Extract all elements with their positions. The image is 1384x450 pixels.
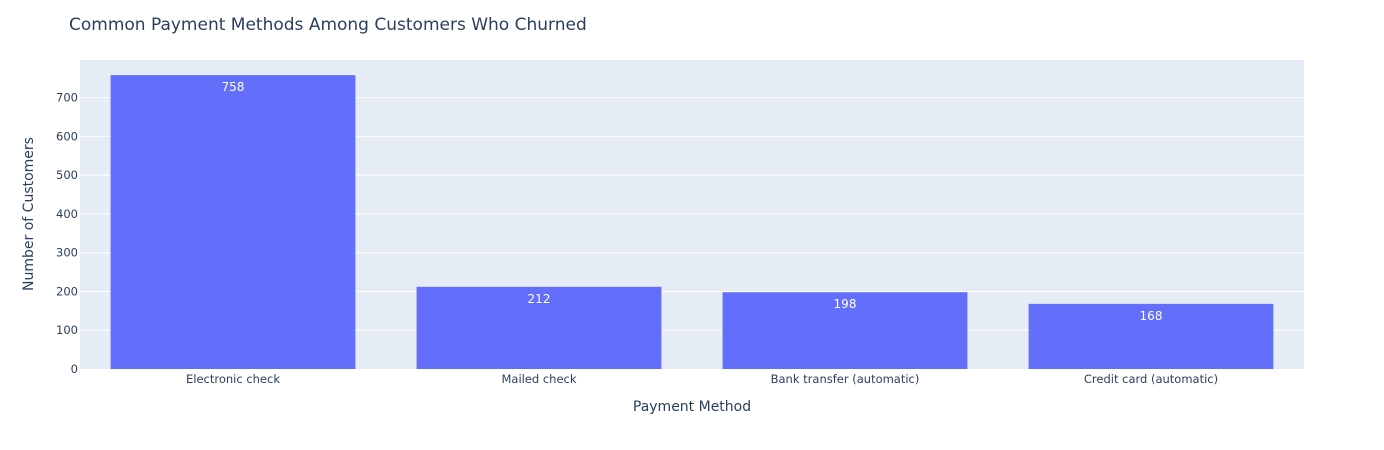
- x-tick-label: Bank transfer (automatic): [771, 372, 920, 386]
- y-tick-label: 400: [56, 207, 78, 221]
- chart-title: Common Payment Methods Among Customers W…: [69, 15, 587, 35]
- x-axis-title: Payment Method: [633, 399, 751, 415]
- bar: [416, 286, 662, 369]
- bar-value-label: 758: [222, 80, 245, 94]
- y-tick-label: 100: [56, 323, 78, 337]
- y-axis-title: Number of Customers: [21, 137, 37, 291]
- bar-value-label: 198: [834, 297, 857, 311]
- y-tick-label: 500: [56, 168, 78, 182]
- y-tick-label: 300: [56, 246, 78, 260]
- y-tick-label: 200: [56, 284, 78, 298]
- bar: [110, 75, 356, 369]
- bar-value-label: 212: [528, 292, 551, 306]
- bar-labels: 758 212 198 168: [222, 80, 1163, 323]
- y-tick-label: 0: [71, 362, 78, 376]
- bar-value-label: 168: [1140, 309, 1163, 323]
- y-axis-ticks: 0 100 200 300 400 500 600 700: [56, 91, 78, 376]
- bars: [110, 75, 1274, 369]
- bar: [722, 292, 968, 369]
- y-tick-label: 700: [56, 91, 78, 105]
- x-tick-label: Credit card (automatic): [1084, 372, 1218, 386]
- bar: [1028, 303, 1274, 369]
- x-axis-ticks: Electronic check Mailed check Bank transfe…: [186, 372, 1218, 386]
- x-tick-label: Mailed check: [501, 372, 576, 386]
- y-tick-label: 600: [56, 129, 78, 143]
- x-tick-label: Electronic check: [186, 372, 280, 386]
